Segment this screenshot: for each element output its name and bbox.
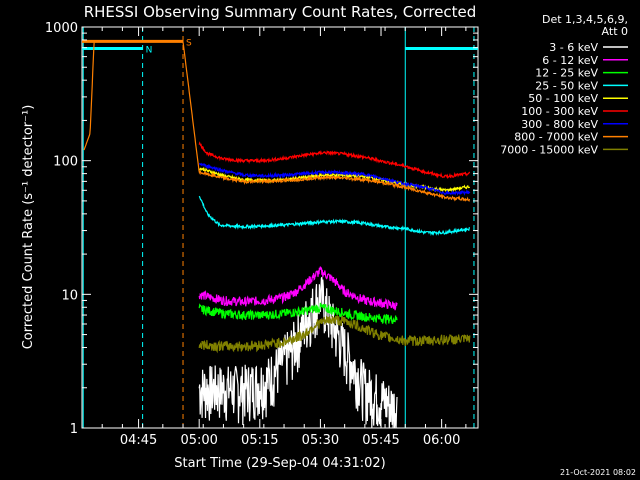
axes: 1 10 100 1000 04:45 05:00 05:15 05:30 05:45 06:00 — [45, 21, 478, 448]
series-line — [198, 195, 470, 236]
x-tick-label: 06:00 — [423, 433, 460, 448]
flag-label: S — [186, 38, 192, 48]
legend-entry-label: 25 - 50 keV — [535, 79, 598, 92]
legend-entry-label: 3 - 6 keV — [549, 41, 598, 54]
series-line — [83, 40, 471, 202]
data-layer: SN — [82, 27, 478, 428]
legend-entry-label: 300 - 800 keV — [521, 118, 598, 131]
chart-title: RHESSI Observing Summary Count Rates, Co… — [84, 3, 477, 21]
series-line — [199, 162, 471, 196]
legend-header: Det 1,3,4,5,6,9, — [542, 13, 628, 26]
series-line — [198, 302, 398, 326]
y-tick-label: 10 — [61, 288, 78, 303]
y-tick-label: 100 — [53, 155, 78, 170]
plot-border — [81, 26, 479, 429]
legend-entry-label: 100 - 300 keV — [521, 105, 598, 118]
footer-timestamp: 21-Oct-2021 08:02 — [560, 468, 636, 477]
x-tick-label: 05:45 — [362, 433, 399, 448]
x-axis-label: Start Time (29-Sep-04 04:31:02) — [174, 456, 385, 471]
legend-entry-label: 50 - 100 keV — [528, 92, 598, 105]
series-line — [198, 266, 398, 311]
y-axis-label: Corrected Count Rate (s⁻¹ detector⁻¹) — [21, 105, 36, 350]
legend-entry-label: 7000 - 15000 keV — [500, 143, 598, 156]
legend-entry-label: 800 - 7000 keV — [514, 131, 598, 144]
flag-label: N — [146, 46, 153, 56]
y-tick-label: 1000 — [45, 21, 78, 36]
legend-entry-label: 12 - 25 keV — [535, 67, 598, 80]
x-tick-label: 04:45 — [120, 433, 157, 448]
x-tick-label: 05:30 — [302, 433, 339, 448]
plot-frame — [81, 26, 479, 429]
legend-entry-label: 6 - 12 keV — [542, 54, 598, 67]
x-tick-label: 05:15 — [241, 433, 278, 448]
y-tick-label: 1 — [70, 422, 78, 437]
x-tick-label: 05:00 — [180, 433, 217, 448]
legend-header: Att 0 — [602, 25, 628, 38]
series-line — [198, 141, 471, 179]
series-line — [198, 314, 471, 354]
